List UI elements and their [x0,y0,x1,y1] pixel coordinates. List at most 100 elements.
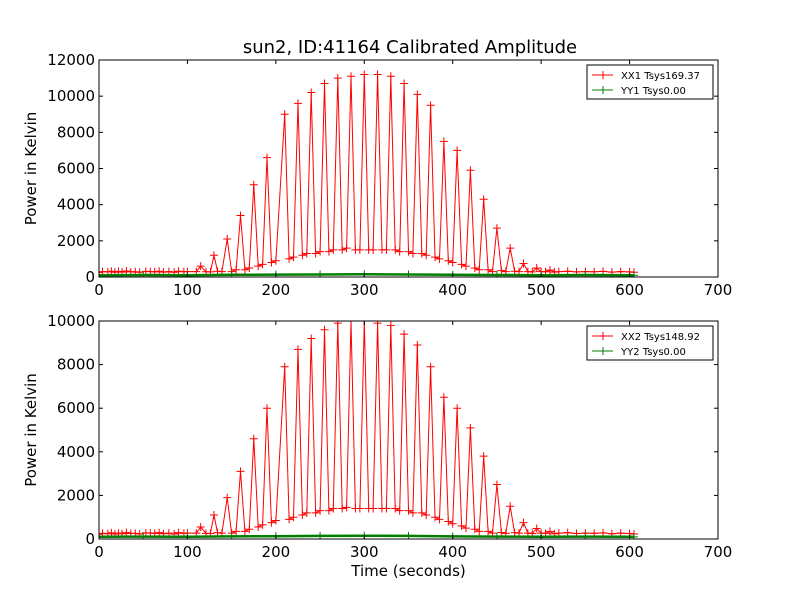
legend-label: YY1 Tsys0.00 [620,86,686,97]
data-point [532,263,541,272]
x-tick-label: 700 [704,281,733,299]
data-point [155,528,164,537]
data-point [122,267,131,276]
y-tick-label: 6000 [57,160,95,178]
data-point [457,260,466,269]
legend-marker [599,86,607,94]
data-point [355,504,364,513]
data-point [254,262,263,271]
data-point [506,502,515,511]
data-point [249,180,258,189]
data-point [196,523,205,532]
data-point [329,245,338,254]
y-tick-label: 2000 [57,486,95,504]
data-point [382,504,391,513]
series-line [99,74,635,273]
data-point [484,265,493,274]
legend: XX2 Tsys148.92 YY2 Tsys0.00 [586,325,714,361]
x-tick-label: 0 [94,543,104,561]
data-point [439,137,448,146]
data-point [347,321,356,325]
data-point [324,506,333,515]
data-point [629,532,638,539]
legend-marker [599,71,607,79]
data-point [435,254,444,263]
data-point [382,245,391,254]
x-tick-label: 0 [94,281,104,299]
series-group [99,70,638,277]
data-point [408,249,417,258]
data-point [139,532,148,539]
data-point [311,508,320,517]
data-point [532,524,541,533]
data-point [422,251,431,260]
data-point [492,480,501,489]
x-tick-label: 200 [262,281,291,299]
data-point [258,260,267,269]
y-tick-label: 8000 [57,123,95,141]
legend-label: YY2 Tsys0.00 [620,347,686,358]
plot-frame [98,320,719,540]
x-tick-label: 600 [615,281,644,299]
data-point [404,247,413,256]
data-point [395,506,404,515]
data-point [439,393,448,402]
data-point [404,270,413,277]
data-point [99,271,103,277]
data-point [320,79,329,88]
x-tick-label: 400 [438,543,467,561]
data-point [263,153,272,162]
data-point [492,271,501,277]
y-tick-label: 2000 [57,232,95,250]
data-point [99,530,103,539]
data-point [444,256,453,265]
data-point [386,321,395,330]
top-panel: 0 100 200 300 400 500 600 700 0 2000 4000 6000 8000 1… [22,51,732,299]
data-point [417,249,426,258]
data-point [254,523,263,532]
data-point [563,528,572,537]
data-point [492,224,501,233]
y-tick-label: 4000 [57,443,95,461]
data-point [285,515,294,524]
x-tick-label: 300 [350,543,379,561]
data-point [426,101,435,110]
data-point [223,235,232,244]
data-point [329,504,338,513]
data-point [497,528,506,537]
data-point [223,493,232,502]
legend: XX1 Tsys169.37 YY1 Tsys0.00 [586,64,714,100]
x-axis-label: Time (seconds) [350,562,466,580]
data-point [422,511,431,520]
data-point [479,195,488,204]
data-point [448,519,457,528]
data-point [545,266,554,275]
legend-marker [599,347,607,355]
data-point [426,362,435,371]
data-point [470,263,479,272]
data-point [484,527,493,536]
data-point [400,330,409,339]
data-point [285,254,294,263]
data-point [444,517,453,526]
data-point [413,90,422,99]
legend-frame [586,64,714,100]
x-tick-label: 300 [350,281,379,299]
y-tick-label: 12000 [47,51,95,69]
data-point [293,99,302,108]
data-point [431,253,440,262]
y-axis-label: Power in Kelvin [22,112,40,226]
data-point [338,245,347,254]
data-point [293,345,302,354]
data-point [245,525,254,534]
data-point [232,527,241,536]
data-point [316,506,325,515]
data-point [280,110,289,119]
data-point [302,508,311,517]
series-line [99,321,635,535]
y-tick-label: 10000 [47,87,95,105]
data-point [347,72,356,81]
data-point [196,262,205,271]
data-point [174,267,183,276]
data-point [240,527,249,536]
